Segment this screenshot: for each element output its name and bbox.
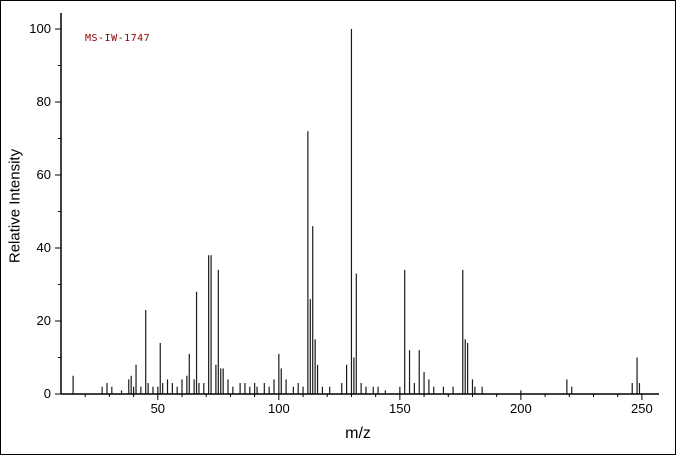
y-tick-label: 80 — [37, 94, 51, 109]
x-axis-label: m/z — [345, 425, 371, 442]
spectrum-id-label: MS-IW-1747 — [85, 33, 151, 44]
x-tick-label: 250 — [631, 401, 653, 416]
y-axis-label: Relative Intensity — [6, 148, 24, 264]
x-tick-label: 100 — [268, 401, 290, 416]
x-tick-label: 150 — [389, 401, 411, 416]
x-tick-label: 50 — [151, 401, 165, 416]
y-tick-label: 60 — [37, 167, 51, 182]
y-tick-label: 20 — [37, 313, 51, 328]
x-tick-label: 200 — [510, 401, 532, 416]
y-tick-label: 0 — [44, 386, 51, 401]
y-tick-label: 40 — [37, 240, 51, 255]
y-tick-label: 100 — [29, 21, 51, 36]
